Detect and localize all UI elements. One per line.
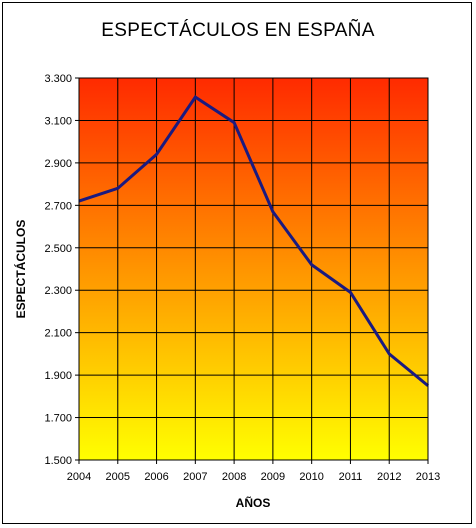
x-tick-label: 2006 (144, 471, 168, 483)
x-tick-label: 2008 (222, 471, 246, 483)
y-tick-label: 2.500 (44, 243, 72, 255)
x-tick-label: 2013 (416, 471, 440, 483)
x-tick-label: 2011 (339, 471, 363, 483)
plot-border (78, 77, 429, 461)
y-tick-label: 3.100 (44, 115, 72, 127)
y-tick-label: 2.900 (44, 158, 72, 170)
x-tick-label: 2009 (261, 471, 285, 483)
x-tick-label: 2004 (67, 471, 91, 483)
x-axis-label: AÑOS (235, 496, 271, 510)
x-tick-label: 2007 (183, 471, 207, 483)
y-tick-label: 1.700 (44, 413, 72, 425)
plot-area (79, 78, 428, 460)
y-tick-label: 2.700 (44, 200, 72, 212)
y-axis-label: ESPECTÁCULOS (14, 219, 28, 319)
y-tick-label: 2.300 (44, 285, 72, 297)
y-tick-label: 3.300 (44, 73, 72, 85)
x-tick-label: 2012 (377, 471, 401, 483)
chart-title: ESPECTÁCULOS EN ESPAÑA (101, 20, 375, 41)
series-line (78, 95, 429, 387)
x-tick-label: 2010 (299, 471, 323, 483)
y-tick-label: 1.900 (44, 370, 72, 382)
y-tick-label: 1.500 (44, 455, 72, 467)
y-tick-label: 2.100 (44, 328, 72, 340)
x-tick-label: 2005 (106, 471, 130, 483)
